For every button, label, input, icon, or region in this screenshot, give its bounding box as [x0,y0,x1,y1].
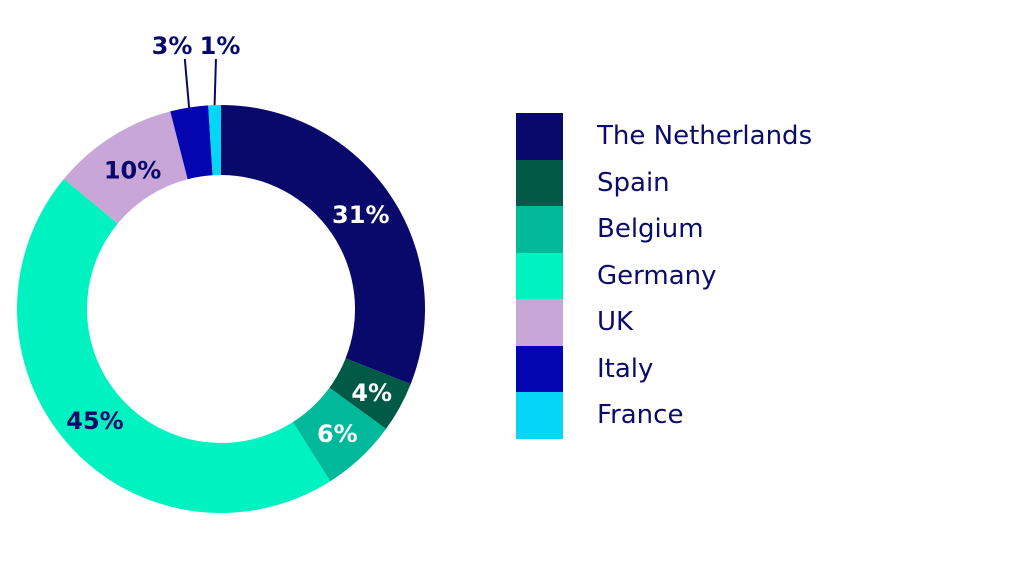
legend-label: The Netherlands [597,121,813,152]
legend-label: France [597,400,684,431]
slice-label-belgium: 6% [317,420,358,448]
legend-item-france: France [516,392,812,439]
legend-label: Belgium [597,214,704,245]
legend-item-spain: Spain [516,159,812,206]
donut-chart: 31% 4% 6% 45% 10% 3% 1% [16,32,426,513]
legend-item-germany: Germany [516,252,812,299]
legend-swatch [516,159,563,206]
leader-line-france [213,58,217,106]
legend-swatch [516,392,563,439]
legend-label: Italy [597,353,654,384]
slice-label-spain: 4% [351,379,392,407]
legend-label: UK [597,307,634,338]
legend-label: Germany [597,260,717,291]
legend-swatch [516,113,563,160]
legend-label: Spain [597,167,670,198]
legend-swatch [516,345,563,392]
legend-item-italy: Italy [516,345,812,392]
legend: The Netherlands Spain Belgium Germany UK Ital… [516,113,812,439]
slice-label-italy: 3% [152,32,193,60]
slice-the-netherlands [221,105,426,385]
leader-line-italy [183,58,191,108]
slice-spain [329,358,411,429]
slice-belgium [292,387,387,482]
legend-swatch [516,299,563,346]
slice-france [208,105,221,176]
slice-germany [16,178,331,513]
legend-item-belgium: Belgium [516,206,812,253]
slice-label-france: 1% [200,32,241,60]
legend-item-the-netherlands: The Netherlands [516,113,812,160]
slice-italy [170,105,213,180]
legend-item-uk: UK [516,299,812,346]
slice-label-the-netherlands: 31% [332,201,389,229]
slice-uk [63,111,188,224]
slice-label-uk: 10% [104,157,161,185]
legend-swatch [516,252,563,299]
legend-swatch [516,206,563,253]
slice-label-germany: 45% [66,407,123,435]
